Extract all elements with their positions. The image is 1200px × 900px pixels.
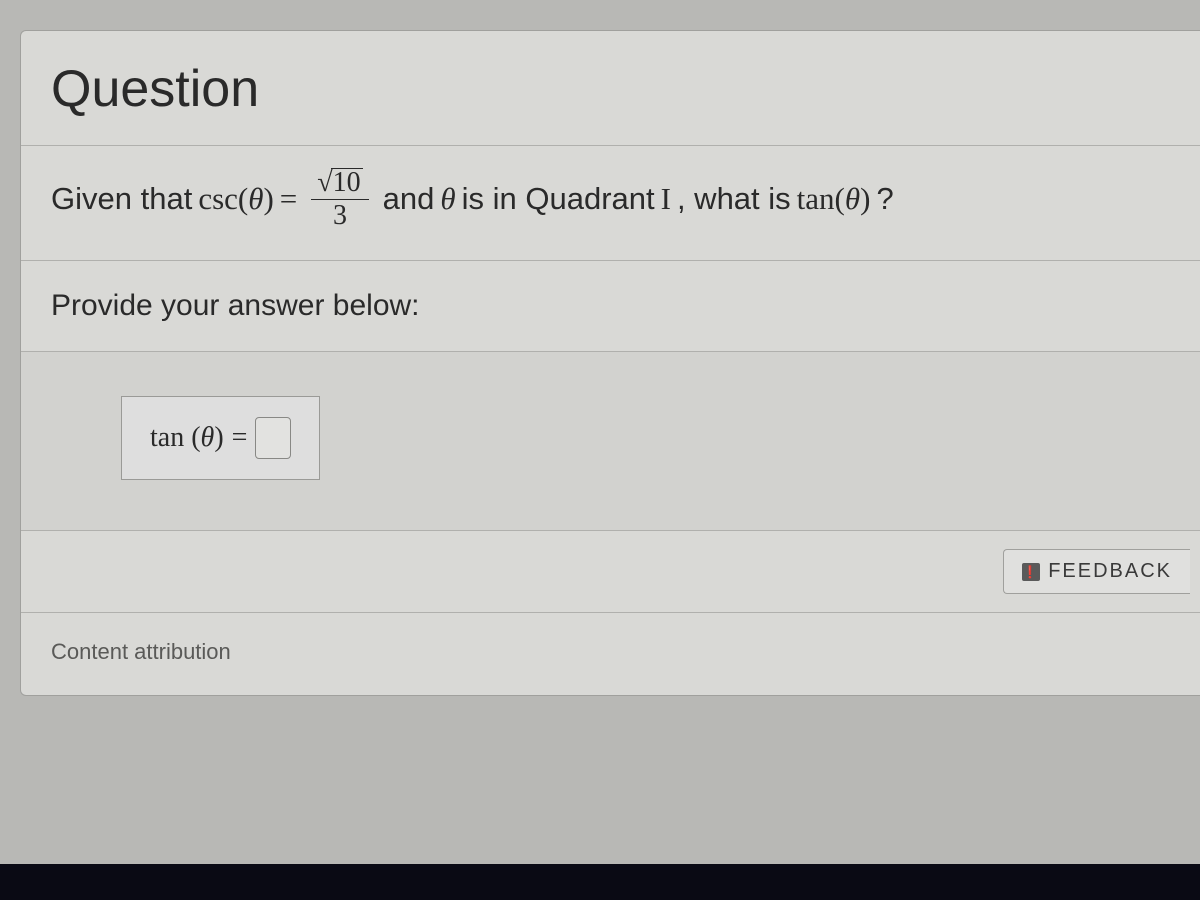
feedback-icon: ❗ (1022, 563, 1040, 581)
heading-section: Question (21, 31, 1200, 146)
tan-expression: tan(θ) (797, 181, 871, 217)
footer-row: ❗ FEEDBACK (21, 531, 1200, 613)
question-mid: and (383, 181, 435, 217)
content-attribution[interactable]: Content attribution (21, 613, 1200, 695)
prompt-section: Provide your answer below: (21, 261, 1200, 352)
quadrant-num: I (661, 181, 671, 217)
fraction-denominator: 3 (327, 200, 353, 230)
question-prefix: Given that (51, 181, 192, 217)
question-heading: Question (21, 31, 1200, 145)
fraction-numerator: √10 (311, 168, 368, 200)
answer-func: tan (θ) (150, 422, 224, 454)
feedback-button[interactable]: ❗ FEEDBACK (1003, 549, 1190, 594)
answer-prompt: Provide your answer below: (21, 261, 1200, 351)
question-text: Given that csc(θ) = √10 3 and θ is in Qu… (21, 146, 1200, 261)
answer-section: tan (θ) = (21, 352, 1200, 531)
theta-var: θ (440, 181, 455, 217)
question-card: Question Given that csc(θ) = √10 3 and θ… (20, 30, 1200, 696)
feedback-label: FEEDBACK (1048, 560, 1172, 583)
question-tail-end: ? (876, 181, 893, 217)
answer-box[interactable]: tan (θ) = (121, 396, 320, 480)
equals-sign: = (280, 181, 297, 217)
bottom-bar (0, 864, 1200, 900)
csc-expression: csc(θ) (198, 181, 273, 217)
question-mid2: is in Quadrant (462, 181, 655, 217)
question-tail: , what is (677, 181, 791, 217)
fraction: √10 3 (311, 168, 368, 230)
answer-input[interactable] (255, 417, 291, 459)
answer-equals: = (232, 422, 248, 454)
